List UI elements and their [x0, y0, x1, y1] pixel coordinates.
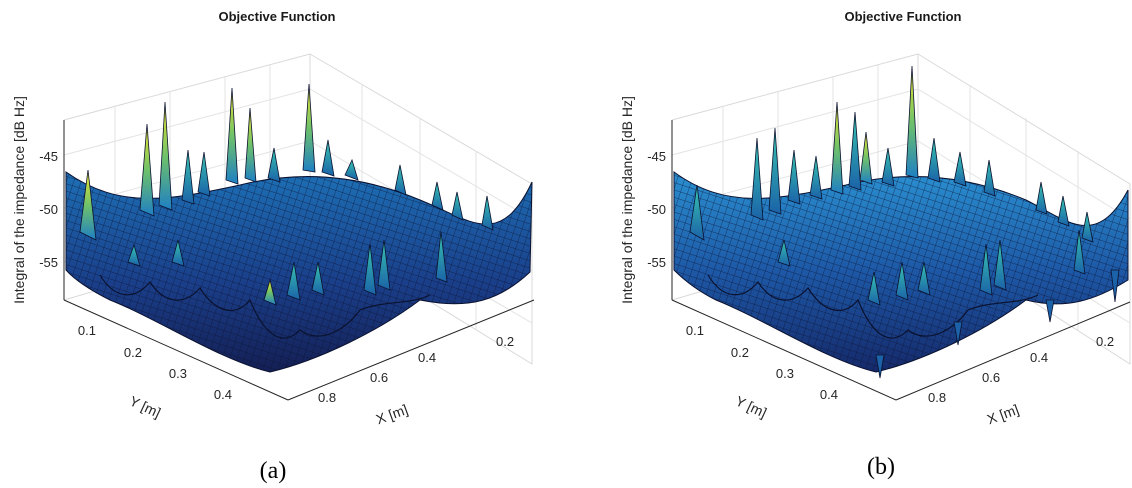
- surface-plot-a: Objective Function: [11, 9, 535, 484]
- y-tick-label: 0.3: [776, 366, 794, 381]
- z-axis-label: Integral of the impedance [dB Hz]: [619, 96, 635, 304]
- y-axis-label: Y [m]: [733, 393, 769, 421]
- y-tick-label: 0.4: [820, 387, 838, 402]
- x-tick-label: 0.2: [1096, 334, 1114, 349]
- chart-title: Objective Function: [844, 9, 961, 24]
- surface-mesh: [65, 171, 533, 373]
- peak-spikes: [79, 83, 494, 306]
- surface-plot-b: Objective Function: [619, 9, 1131, 480]
- z-tick-label: -50: [647, 202, 666, 217]
- x-tick-label: 0.6: [982, 370, 1000, 385]
- y-tick-label: 0.1: [78, 323, 96, 338]
- x-tick-label: 0.8: [318, 390, 336, 405]
- y-tick-label: 0.4: [214, 387, 232, 402]
- y-tick-label: 0.2: [124, 345, 142, 360]
- peak-spikes: [689, 65, 1120, 379]
- z-tick-label: -45: [39, 149, 58, 164]
- axis-lines: [671, 120, 1131, 401]
- y-axis-label: Y [m]: [127, 393, 163, 421]
- z-axis-label: Integral of the impedance [dB Hz]: [11, 96, 27, 304]
- panel-caption: (a): [260, 458, 287, 484]
- x-axis-label: X [m]: [374, 401, 410, 427]
- z-tick-label: -45: [647, 149, 666, 164]
- chart-panel-a: Objective Function: [11, 9, 535, 484]
- y-tick-label: 0.2: [731, 345, 749, 360]
- chart-panel-b: Objective Function: [566, 0, 1132, 488]
- axis-lines: [63, 120, 535, 401]
- y-tick-label: 0.1: [686, 323, 704, 338]
- x-tick-label: 0.2: [496, 334, 514, 349]
- z-tick-label: -55: [39, 255, 58, 270]
- x-axis-label: X [m]: [985, 401, 1021, 427]
- x-tick-label: 0.4: [1030, 350, 1048, 365]
- panel-caption: (b): [867, 454, 895, 480]
- z-tick-label: -55: [647, 255, 666, 270]
- x-tick-label: 0.6: [370, 370, 388, 385]
- x-tick-label: 0.4: [418, 350, 436, 365]
- y-tick-label: 0.3: [169, 366, 187, 381]
- x-tick-label: 0.8: [928, 390, 946, 405]
- chart-title: Objective Function: [218, 9, 335, 24]
- z-tick-label: -50: [39, 202, 58, 217]
